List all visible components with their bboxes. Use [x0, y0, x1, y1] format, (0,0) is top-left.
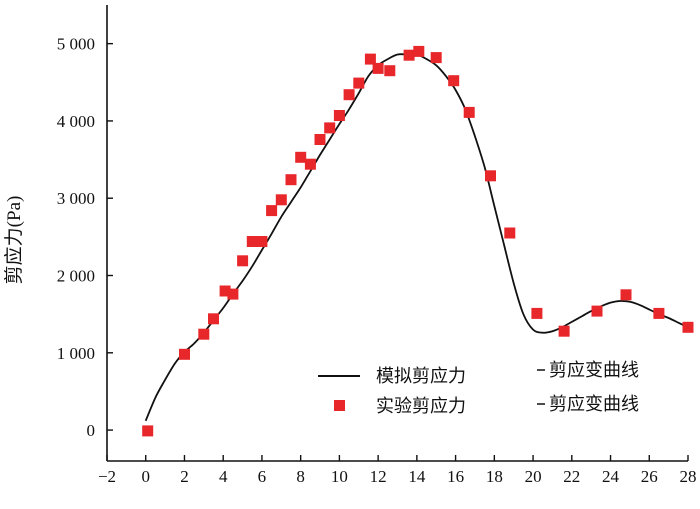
y-tick-label: 1 000: [57, 344, 95, 363]
data-point: [324, 122, 336, 134]
axes: [106, 5, 688, 462]
data-point: [295, 151, 307, 163]
data-point: [343, 89, 355, 101]
data-point: [227, 288, 239, 300]
y-tick-label: 5 000: [57, 35, 95, 54]
data-point: [384, 65, 396, 77]
data-point: [246, 236, 258, 247]
data-point: [591, 305, 603, 317]
data-point: [198, 328, 210, 340]
data-point: [620, 289, 632, 301]
x-tick-label: 8: [296, 467, 305, 486]
data-point: [403, 49, 415, 61]
x-tick-label: 4: [219, 467, 228, 486]
x-tick-label: 26: [641, 467, 658, 486]
data-point: [413, 45, 425, 57]
data-point: [448, 75, 460, 87]
legend-label-experimental: 实验剪应力: [376, 396, 466, 416]
data-point: [463, 106, 475, 118]
data-point: [485, 170, 496, 182]
data-point: [430, 52, 442, 64]
y-tick-label: 4 000: [57, 112, 95, 131]
data-point: [237, 255, 249, 267]
data-point: [504, 227, 516, 239]
y-tick-label: 3 000: [57, 189, 95, 208]
x-tick-label: 12: [370, 467, 387, 486]
x-tick-label: 18: [486, 467, 503, 486]
y-tick-label: 0: [87, 421, 96, 440]
legend-label-strain-2: 剪应变曲线: [549, 394, 639, 414]
data-point: [256, 236, 268, 247]
data-point: [208, 313, 219, 325]
data-point: [353, 77, 365, 89]
x-tick-label: 28: [680, 467, 697, 486]
x-tick-label: −2: [98, 467, 116, 486]
y-axis-ticks: 0 1 000 2 000 3 000 4 000 5 000: [57, 35, 113, 440]
x-tick-label: 6: [258, 467, 267, 486]
x-tick-label: 0: [141, 467, 150, 486]
legend-label-strain-1: 剪应变曲线: [549, 360, 639, 380]
data-point: [653, 307, 665, 319]
legend-label-simulated: 模拟剪应力: [376, 366, 466, 386]
data-point: [364, 53, 376, 65]
x-tick-label: 10: [331, 467, 348, 486]
data-point: [372, 62, 384, 74]
legend-marker-square: [334, 400, 345, 411]
y-tick-label: 2 000: [57, 267, 95, 286]
data-point: [142, 425, 154, 437]
data-point: [558, 325, 570, 337]
x-tick-label: 2: [180, 467, 189, 486]
data-point: [314, 134, 326, 145]
data-point: [682, 321, 694, 333]
data-point: [531, 307, 543, 319]
data-point: [304, 158, 316, 170]
x-tick-label: 24: [602, 467, 620, 486]
x-tick-label: 22: [563, 467, 580, 486]
data-point: [219, 285, 231, 297]
x-tick-label: 16: [447, 467, 464, 486]
data-point: [333, 110, 345, 121]
x-tick-label: 14: [408, 467, 426, 486]
x-tick-label: 20: [525, 467, 542, 486]
data-point: [266, 205, 278, 217]
x-axis-ticks: −2 0 2 4 6 8 10 12 14 16 18 20 22 24 26 28: [98, 455, 697, 486]
y-axis-label: 剪应力(Pa): [3, 196, 25, 285]
data-point: [179, 348, 190, 360]
data-point: [275, 194, 287, 206]
experimental-shear-stress-points: [142, 45, 694, 437]
data-point: [285, 174, 297, 186]
legend: 模拟剪应力 实验剪应力 剪应变曲线 剪应变曲线: [318, 360, 639, 416]
